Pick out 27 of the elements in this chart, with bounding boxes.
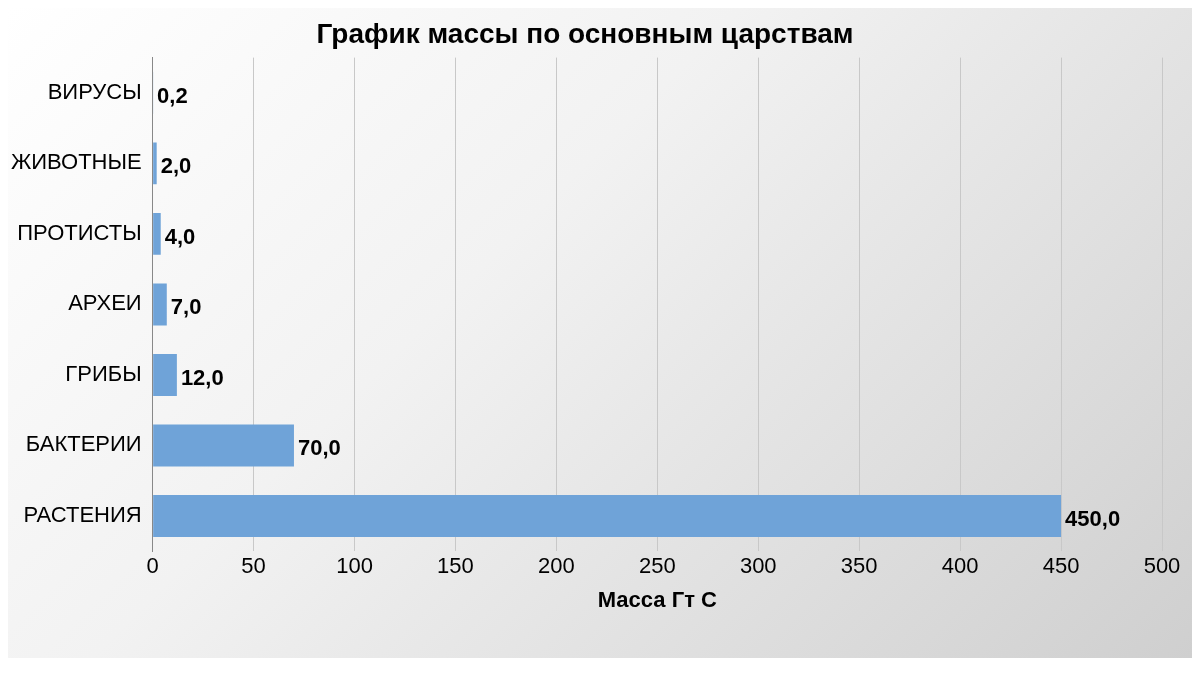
y-tick-label: ГРИБЫ	[65, 360, 142, 386]
y-tick-label: БАКТЕРИИ	[25, 431, 142, 457]
data-label: 12,0	[180, 364, 224, 390]
x-tick-label: 500	[1143, 553, 1181, 579]
x-tick-label: 250	[638, 553, 676, 579]
data-label: 4,0	[164, 223, 196, 249]
y-tick-label: ПРОТИСТЫ	[17, 219, 142, 245]
data-label: 450,0	[1065, 506, 1121, 532]
x-tick-label: 100	[336, 553, 373, 579]
y-tick-label: ВИРУСЫ	[47, 78, 142, 104]
x-tick-label: 450	[1042, 553, 1080, 579]
x-tick-label: 350	[840, 553, 878, 579]
data-label: 70,0	[297, 435, 341, 461]
x-tick-label: 0	[146, 553, 159, 579]
y-tick-label: ЖИВОТНЫЕ	[10, 149, 142, 175]
chart-title: График массы по основным царствам	[316, 17, 854, 49]
y-tick-label: РАСТЕНИЯ	[23, 502, 142, 528]
x-axis-title: Масса Гт С	[597, 586, 718, 612]
x-tick-label: 200	[538, 553, 575, 579]
x-tick-label: 400	[941, 553, 979, 579]
x-tick-label: 300	[739, 553, 777, 579]
y-tick-label: АРХЕИ	[68, 290, 142, 316]
data-label: 2,0	[160, 153, 192, 179]
x-tick-label: 150	[437, 553, 474, 579]
data-label: 7,0	[170, 294, 202, 320]
x-tick-label: 50	[241, 553, 266, 579]
data-label: 0,2	[157, 82, 188, 108]
